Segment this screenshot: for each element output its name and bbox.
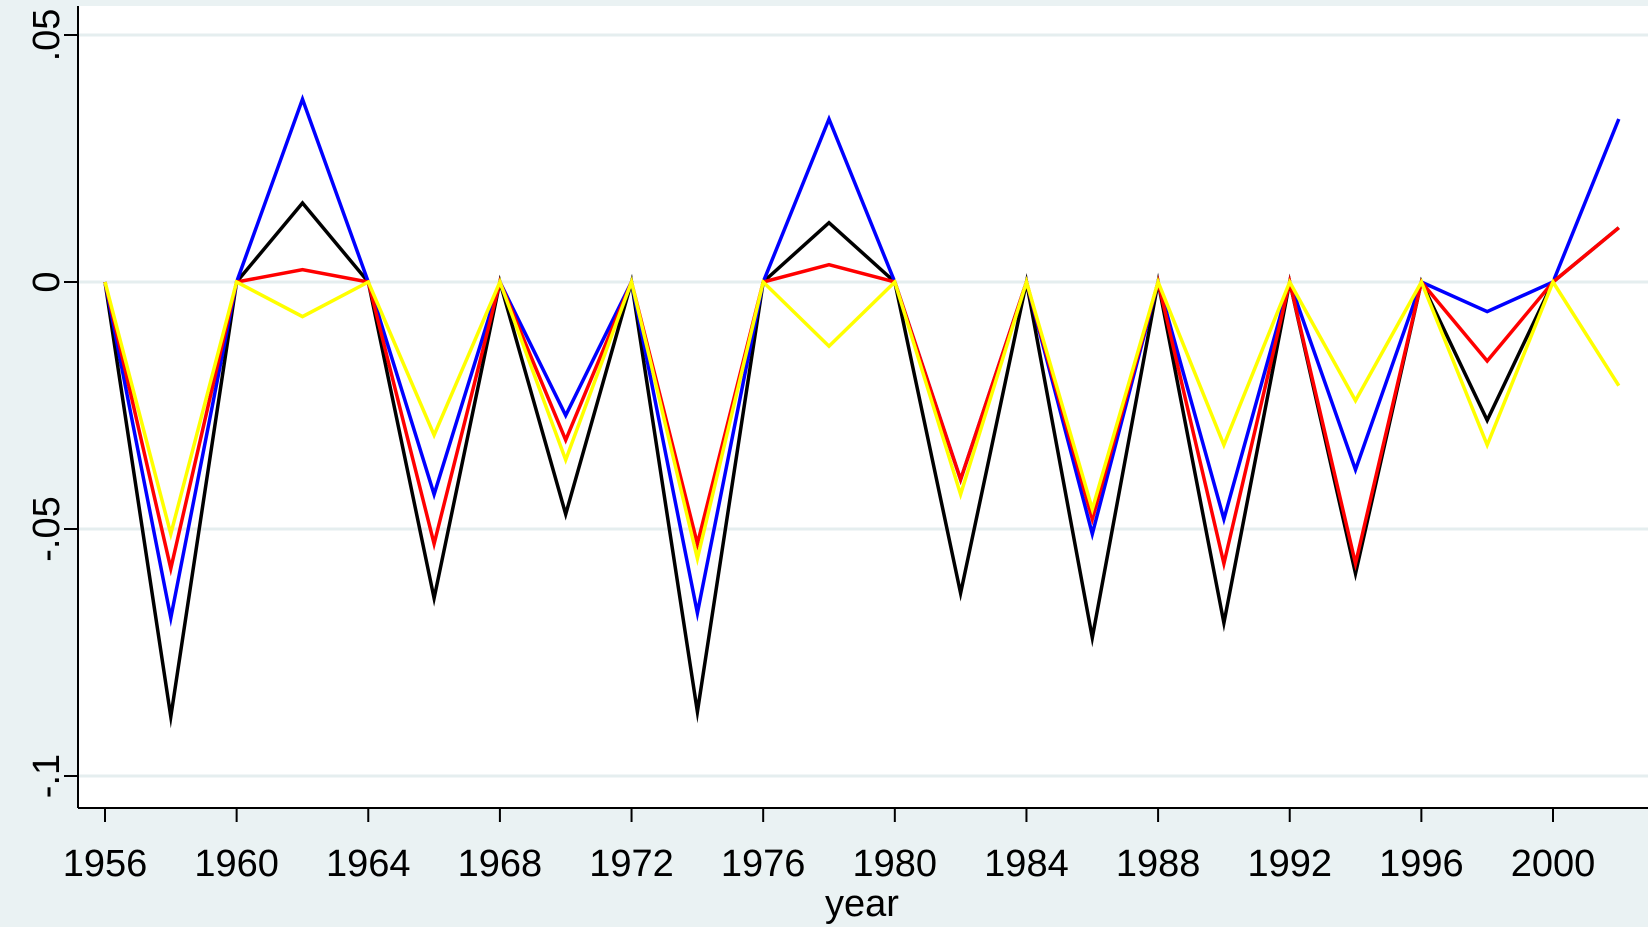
y-tick-label: 0 [26, 271, 68, 292]
x-axis-ticks: 1956 1960 1964 1968 1972 1976 1980 1984 1988 1992… [63, 808, 1596, 885]
series-line-4 [103, 275, 1621, 567]
y-tick-label: -.05 [26, 496, 68, 561]
x-tick-label: 1984 [984, 843, 1069, 885]
x-axis-title: year [825, 883, 899, 925]
series-line-1 [103, 200, 1620, 729]
x-tick-label: 1960 [194, 843, 279, 885]
x-tick-label: 1964 [326, 843, 411, 885]
x-tick-label: 1956 [63, 843, 148, 885]
x-tick-label: 1988 [1116, 843, 1201, 885]
plot-area-background [78, 6, 1648, 808]
x-tick-label: 1980 [853, 843, 938, 885]
x-tick-label: 1968 [458, 843, 543, 885]
x-tick-label: 1976 [721, 843, 806, 885]
x-tick-label: 1996 [1379, 843, 1464, 885]
series-line-3 [103, 226, 1620, 577]
y-axis-ticks: .05 0 -.05 -.1 [26, 9, 78, 798]
y-tick-label: .05 [26, 9, 68, 62]
gridlines [78, 33, 1648, 778]
x-tick-label: 1992 [1247, 843, 1332, 885]
y-tick-label: -.1 [26, 754, 68, 798]
x-tick-label: 1972 [589, 843, 674, 885]
series-line-2 [103, 94, 1621, 628]
axes [77, 6, 1648, 809]
series-lines [103, 94, 1621, 729]
x-tick-label: 2000 [1511, 843, 1596, 885]
